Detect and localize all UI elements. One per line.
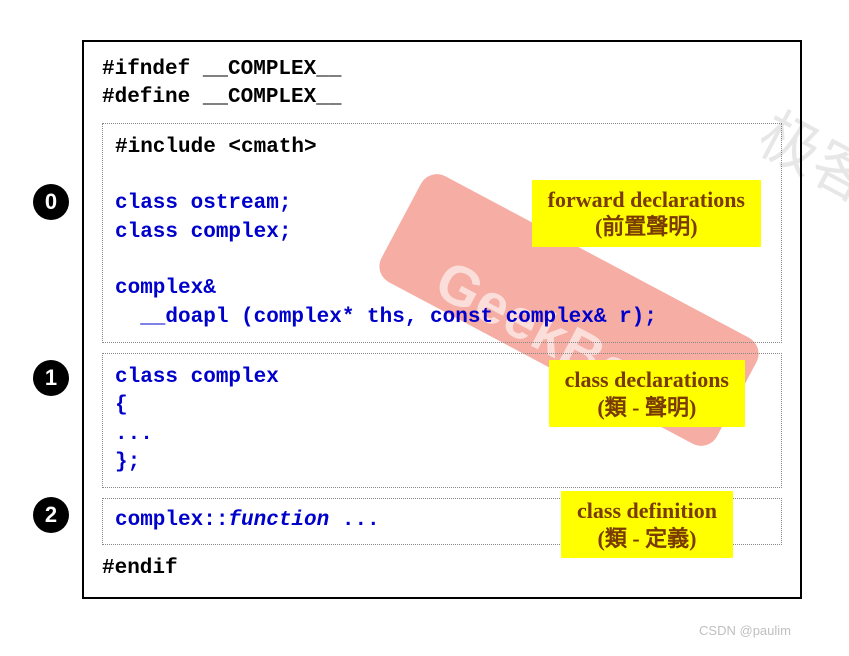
label-fd-line2: (前置聲明) <box>595 214 698 239</box>
label-class-declarations: class declarations (類 - 聲明) <box>549 360 745 427</box>
section-1: 1 class complex { ... }; class declarati… <box>102 353 782 488</box>
badge-2: 2 <box>33 497 69 533</box>
label-class-definition: class definition (類 - 定義) <box>561 491 733 558</box>
guard-endif: #endif <box>102 555 782 583</box>
guard-ifndef: #ifndef __COMPLEX__ <box>102 56 782 84</box>
include-line: #include <cmath> <box>115 134 769 162</box>
blank-line-2 <box>115 247 769 275</box>
section-2: 2 complex::function ... class definition… <box>102 498 782 544</box>
label-cd-line2: (類 - 聲明) <box>597 395 696 420</box>
credit-text: CSDN @paulim <box>699 623 791 638</box>
class-def-prefix: complex:: <box>115 509 228 532</box>
label-cdef-line2: (類 - 定義) <box>598 526 697 551</box>
badge-0: 0 <box>33 184 69 220</box>
label-cd-line1: class declarations <box>565 367 729 392</box>
doapl-line-b: __doapl (complex* ths, const complex& r)… <box>115 304 769 332</box>
doapl-line-a: complex& <box>115 275 769 303</box>
class-decl-brace-close: }; <box>115 449 769 477</box>
label-forward-declarations: forward declarations (前置聲明) <box>532 180 761 247</box>
label-fd-line1: forward declarations <box>548 187 745 212</box>
badge-1: 1 <box>33 360 69 396</box>
section-0: 0 #include <cmath> class ostream; class … <box>102 123 782 343</box>
guard-define: #define __COMPLEX__ <box>102 84 782 112</box>
code-frame: #ifndef __COMPLEX__ #define __COMPLEX__ … <box>82 40 802 599</box>
class-def-func: function <box>228 509 329 532</box>
class-def-suffix: ... <box>329 509 379 532</box>
label-cdef-line1: class definition <box>577 498 717 523</box>
